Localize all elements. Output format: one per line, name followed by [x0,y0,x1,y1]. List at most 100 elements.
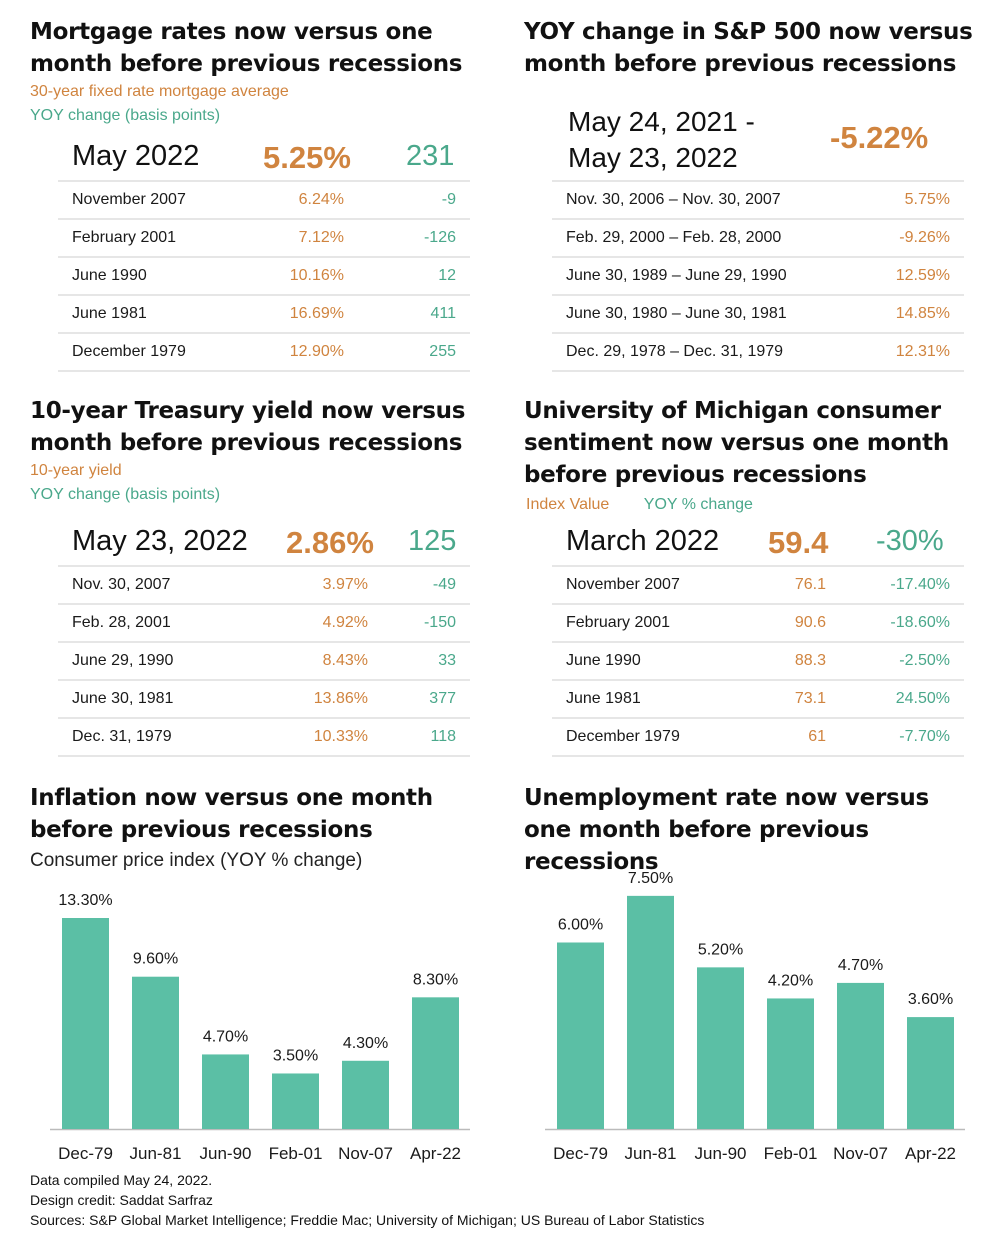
michigan-title: University of Michigan consumer sentimen… [524,395,974,491]
data-label: 3.60% [908,991,953,1008]
footer-credit: Design credit: Saddat Sarfraz [30,1192,213,1208]
row-value: 12.59% [830,256,964,295]
row-value: 10.16% [204,256,344,295]
row-change: 255 [344,332,470,372]
row-change: -49 [368,565,470,604]
row-change: -18.60% [826,603,964,642]
row-label: Feb. 28, 2001 [58,603,218,642]
table-row: December 1979 61 -7.70% [552,717,964,757]
row-value: 88.3 [736,641,826,680]
row-label: June 30, 1981 [58,679,218,718]
data-label: 5.20% [698,941,743,958]
table-row: Nov. 30, 2007 3.97% -49 [58,565,470,604]
row-label: Dec. 31, 1979 [58,717,218,757]
row-change: -17.40% [826,565,964,604]
footer-sources: Sources: S&P Global Market Intelligence;… [30,1212,705,1228]
treasury-table: Nov. 30, 2007 3.97% -49 Feb. 28, 2001 4.92% -… [58,565,470,757]
row-change: -9 [344,180,470,219]
x-tick-label: Jun-81 [625,1144,677,1163]
row-value: 16.69% [204,294,344,333]
data-label: 8.30% [413,971,458,988]
current-change: 125 [408,525,457,557]
table-row: June 29, 1990 8.43% 33 [58,641,470,680]
current-label-line: May 23, 2022 [568,142,738,173]
table-row: June 30, 1981 13.86% 377 [58,679,470,718]
current-change: -30% [876,525,944,557]
current-value: 2.86% [286,525,374,560]
table-row: February 2001 7.12% -126 [58,218,470,257]
row-label: June 1981 [552,679,736,718]
table-row: Feb. 28, 2001 4.92% -150 [58,603,470,642]
table-row: Dec. 29, 1978 – Dec. 31, 1979 12.31% [552,332,964,372]
title-line: recessions [524,849,659,875]
data-label: 6.00% [558,916,603,933]
row-label: November 2007 [58,180,204,219]
table-row: November 2007 76.1 -17.40% [552,565,964,604]
mortgage-legend-rate: 30-year fixed rate mortgage average [30,83,289,100]
inflation-subtitle: Consumer price index (YOY % change) [30,850,363,871]
mortgage-current-row: May 2022 5.25% 231 [58,140,480,180]
bar-Nov-07 [837,982,884,1129]
x-tick-label: Feb-01 [764,1144,818,1163]
title-line: before previous recessions [524,462,867,488]
x-tick-label: Jun-90 [695,1144,747,1163]
current-label: March 2022 [566,525,720,557]
michigan-legend-index: Index Value [526,496,610,513]
title-line: Inflation now versus one month [30,785,433,811]
row-change: -150 [368,603,470,642]
treasury-title: 10-year Treasury yield now versus month … [30,395,480,459]
row-change: 118 [368,717,470,757]
row-change: -126 [344,218,470,257]
michigan-current-row: March 2022 59.4 -30% [552,525,974,565]
treasury-current-row: May 23, 2022 2.86% 125 [58,525,480,565]
michigan-table: November 2007 76.1 -17.40% February 2001 90.… [552,565,964,757]
title-line: YOY change in S&P 500 now versus [524,19,973,45]
data-label: 13.30% [58,892,112,909]
title-line: month before previous recessions [524,51,957,77]
row-label: Dec. 29, 1978 – Dec. 31, 1979 [552,332,830,372]
x-tick-label: Nov-07 [338,1144,393,1163]
table-row: Feb. 29, 2000 – Feb. 28, 2000 -9.26% [552,218,964,257]
title-line: sentiment now versus one month [524,430,949,456]
row-change: 12 [344,256,470,295]
title-line: month before previous recessions [30,51,463,77]
bar-Jun-90 [697,967,744,1129]
row-change: 33 [368,641,470,680]
row-change: 24.50% [826,679,964,718]
table-row: June 30, 1980 – June 30, 1981 14.85% [552,294,964,333]
treasury-legend-yield: 10-year yield [30,462,122,479]
row-value: -9.26% [830,218,964,257]
row-value: 14.85% [830,294,964,333]
row-label: June 30, 1980 – June 30, 1981 [552,294,830,333]
x-tick-label: Nov-07 [833,1144,888,1163]
data-label: 3.50% [273,1047,318,1064]
row-label: June 1981 [58,294,204,333]
footer-compiled: Data compiled May 24, 2022. [30,1172,213,1188]
michigan-legend-change: YOY % change [643,496,753,513]
mortgage-panel: Mortgage rates now versus one month befo… [30,16,480,376]
current-label: May 2022 [72,140,200,172]
title-line: before previous recessions [30,817,373,843]
row-value: 12.31% [830,332,964,372]
table-row: June 1990 10.16% 12 [58,256,470,295]
bar-Nov-07 [342,1060,389,1129]
row-change: 411 [344,294,470,333]
title-line: month before previous recessions [30,430,463,456]
mortgage-legend-change: YOY change (basis points) [30,107,221,124]
table-row: February 2001 90.6 -18.60% [552,603,964,642]
bar-Apr-22 [412,997,459,1129]
row-value: 76.1 [736,565,826,604]
current-label-line: May 24, 2021 - [568,106,755,137]
current-value: 5.25% [263,140,351,175]
inflation-title: Inflation now versus one month before pr… [30,782,480,846]
bar-Dec-79 [62,918,109,1129]
data-label: 4.70% [203,1028,248,1045]
unemployment-panel: Unemployment rate now versus one month b… [524,782,974,1167]
table-row: June 1990 88.3 -2.50% [552,641,964,680]
row-value: 5.75% [830,180,964,219]
bar-Feb-01 [767,998,814,1129]
michigan-panel: University of Michigan consumer sentimen… [524,395,974,757]
sp500-current-row: May 24, 2021 - May 23, 2022 -5.22% [554,104,974,180]
